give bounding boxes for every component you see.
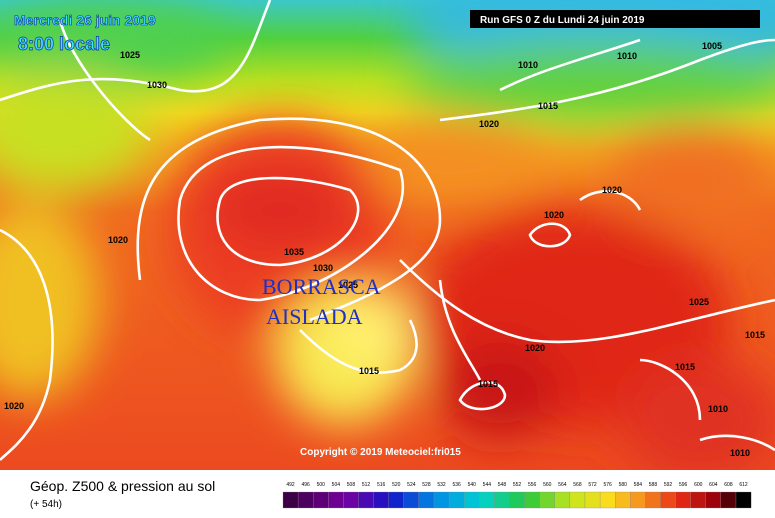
scale-label: 560 — [543, 482, 552, 488]
scale-swatch — [645, 491, 661, 509]
isobar-label: 1015 — [538, 101, 558, 111]
isobar-label: 1015 — [675, 362, 695, 372]
scale-label: 524 — [407, 482, 416, 488]
scale-swatch — [479, 491, 495, 509]
scale-swatch — [433, 491, 450, 509]
footer-title: Géop. Z500 & pression au sol — [30, 478, 215, 494]
isobar-label: 1025 — [120, 50, 140, 60]
scale-swatch — [660, 491, 676, 509]
footer-lead: (+ 54h) — [30, 499, 62, 510]
scale-label: 604 — [709, 482, 718, 488]
isobar-label: 1020 — [4, 401, 24, 411]
scale-label: 536 — [452, 482, 461, 488]
scale-label: 608 — [724, 482, 733, 488]
scale-swatch — [599, 491, 616, 509]
isobar-label: 1020 — [108, 235, 128, 245]
scale-label: 556 — [528, 482, 537, 488]
scale-swatch — [705, 491, 722, 509]
scale-swatch — [509, 491, 525, 509]
isobar-label: 1010 — [617, 51, 637, 61]
scale-swatch — [328, 491, 344, 509]
scale-swatch — [358, 491, 374, 509]
scale-swatch — [675, 491, 691, 509]
date: Mercredi 26 juin 2019 — [14, 12, 156, 28]
scale-swatch — [615, 491, 631, 509]
scale-label: 528 — [422, 482, 431, 488]
scale-swatch — [448, 491, 465, 509]
scale-swatch — [343, 491, 359, 509]
scale-label: 492 — [286, 482, 295, 488]
isobar-label: 1030 — [313, 263, 333, 273]
scale-swatch — [554, 491, 571, 509]
scale-swatch — [297, 491, 314, 509]
scale-swatch — [494, 491, 510, 509]
scale-swatch — [630, 491, 646, 509]
scale-swatch — [373, 491, 389, 509]
scale-label: 540 — [468, 482, 477, 488]
copyright: Copyright © 2019 Meteociel:fri015 — [300, 447, 461, 458]
color-scale: 492 496 500 504 508 512 516 520 524 528 532 536 540 5… — [282, 482, 752, 509]
scale-swatch — [282, 491, 299, 509]
scale-label: 564 — [558, 482, 567, 488]
scale-label: 580 — [619, 482, 628, 488]
scale-label: 568 — [573, 482, 582, 488]
scale-swatch — [524, 491, 540, 509]
scale-label: 584 — [634, 482, 643, 488]
scale-label: 500 — [317, 482, 326, 488]
scale-swatch — [584, 491, 601, 509]
isobars — [0, 0, 775, 460]
scale-label: 576 — [603, 482, 612, 488]
run-info: Run GFS 0 Z du Lundi 24 juin 2019 — [480, 15, 645, 26]
isobar-label: 1030 — [147, 80, 167, 90]
scale-swatch — [418, 491, 435, 509]
annotation: AISLADA — [266, 304, 363, 329]
time: 8:00 locale — [18, 34, 110, 54]
scale-label: 612 — [739, 482, 748, 488]
scale-label: 496 — [301, 482, 310, 488]
scale-label: 572 — [588, 482, 597, 488]
isobar-label: 1020 — [525, 343, 545, 353]
scale-swatch — [313, 491, 329, 509]
scale-label: 504 — [332, 482, 341, 488]
scale-swatch — [539, 491, 555, 509]
annotation: BORRASCA — [262, 274, 381, 299]
isobar-label: 1010 — [518, 60, 538, 70]
scale-swatch — [403, 491, 420, 509]
scale-swatch — [735, 491, 752, 509]
isobar-label: 1020 — [479, 119, 499, 129]
isobar-label: 1020 — [544, 210, 564, 220]
scale-label: 544 — [483, 482, 492, 488]
scale-swatch — [388, 491, 404, 509]
scale-label: 532 — [437, 482, 446, 488]
isobar-label: 1025 — [689, 297, 709, 307]
scale-swatch — [720, 491, 737, 509]
isobar-label: 1015 — [359, 366, 379, 376]
isobar-label: 1010 — [730, 448, 750, 458]
scale-label: 520 — [392, 482, 401, 488]
scale-label: 508 — [347, 482, 356, 488]
scale-swatch — [690, 491, 706, 509]
scale-label: 588 — [649, 482, 658, 488]
isobar-label: 1010 — [708, 404, 728, 414]
scale-label: 516 — [377, 482, 386, 488]
isobar-label: 1035 — [284, 247, 304, 257]
scale-label: 548 — [498, 482, 507, 488]
scale-label: 592 — [664, 482, 673, 488]
isobar-label: 1020 — [602, 185, 622, 195]
scale-label: 600 — [694, 482, 703, 488]
isobar-label: 1025 — [338, 280, 358, 290]
scale-label: 552 — [513, 482, 522, 488]
isobar-label: 1015 — [478, 379, 498, 389]
isobar-label: 1015 — [745, 330, 765, 340]
scale-swatch — [464, 491, 480, 509]
run-box — [470, 10, 760, 28]
scale-swatch — [569, 491, 586, 509]
isobar-labels: 1025 1030 1010 1010 1005 1015 1020 1020 1020 1020… — [4, 41, 765, 458]
scale-label: 512 — [362, 482, 371, 488]
scale-label: 596 — [679, 482, 688, 488]
isobar-label: 1005 — [702, 41, 722, 51]
map-field — [0, 0, 775, 470]
